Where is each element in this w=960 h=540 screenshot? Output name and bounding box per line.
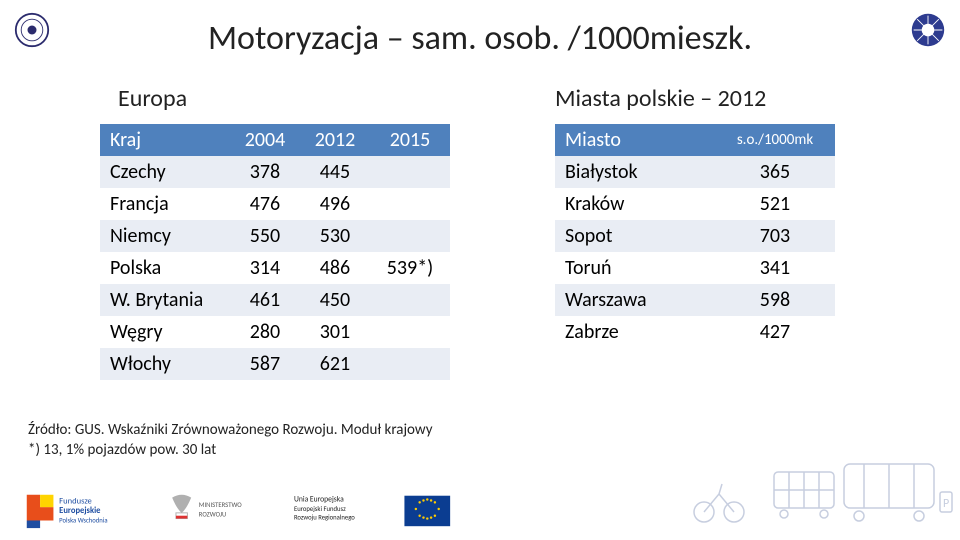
europe-table: Kraj 2004 2012 2015 Czechy378445 Francja… [100,124,450,380]
table-row: Białystok365 [555,156,835,188]
table-row: Warszawa598 [555,284,835,316]
svg-text:Europejski Fundusz: Europejski Fundusz [294,505,346,513]
table-row: Sopot703 [555,220,835,252]
source-note: Źródło: GUS. Wskaźniki Zrównoważonego Ro… [28,420,433,461]
svg-text:Europejskie: Europejskie [59,506,101,516]
svg-text:P: P [943,497,949,511]
ministerstwo-logo: MINISTERSTWO ROZWOJU [160,490,270,530]
col-header: 2004 [230,124,300,156]
col-header: s.o./1000mk [715,124,835,156]
table-header-row: Miasto s.o./1000mk [555,124,835,156]
table-row: Toruń341 [555,252,835,284]
unia-logo: Unia Europejska Europejski Fundusz Rozwo… [288,490,458,530]
source-line: *) 13, 1% pojazdów pow. 30 lat [28,440,433,460]
col-header: 2015 [370,124,450,156]
col-header: Miasto [555,124,715,156]
table-row: Kraków521 [555,188,835,220]
table-row: Zabrze427 [555,316,835,348]
fundusze-logo: Fundusze Europejskie Polska Wschodnia [22,490,142,530]
table-row: Węgry280301 [100,316,450,348]
cities-table: Miasto s.o./1000mk Białystok365 Kraków52… [555,124,835,348]
footer-logos: Fundusze Europejskie Polska Wschodnia MI… [22,490,458,530]
table-row: Polska314486539*) [100,252,450,284]
transport-icons-decor: P [684,454,954,534]
svg-text:Polska Wschodnia: Polska Wschodnia [59,516,107,524]
page-title: Motoryzacja – sam. osob. /1000mieszk. [0,18,960,59]
col-header: 2012 [300,124,370,156]
table-header-row: Kraj 2004 2012 2015 [100,124,450,156]
section-heading-right: Miasta polskie – 2012 [555,84,766,113]
table-row: Czechy378445 [100,156,450,188]
svg-text:Unia Europejska: Unia Europejska [294,495,344,504]
source-line: Źródło: GUS. Wskaźniki Zrównoważonego Ro… [28,420,433,440]
svg-text:Fundusze: Fundusze [59,496,92,506]
table-row: Niemcy550530 [100,220,450,252]
table-row: Włochy587621 [100,348,450,380]
table-row: Francja476496 [100,188,450,220]
svg-text:Rozwoju Regionalnego: Rozwoju Regionalnego [294,514,355,522]
svg-text:MINISTERSTWO: MINISTERSTWO [199,501,242,509]
table-row: W. Brytania461450 [100,284,450,316]
section-heading-left: Europa [118,84,187,113]
col-header: Kraj [100,124,230,156]
svg-text:ROZWOJU: ROZWOJU [199,511,226,519]
